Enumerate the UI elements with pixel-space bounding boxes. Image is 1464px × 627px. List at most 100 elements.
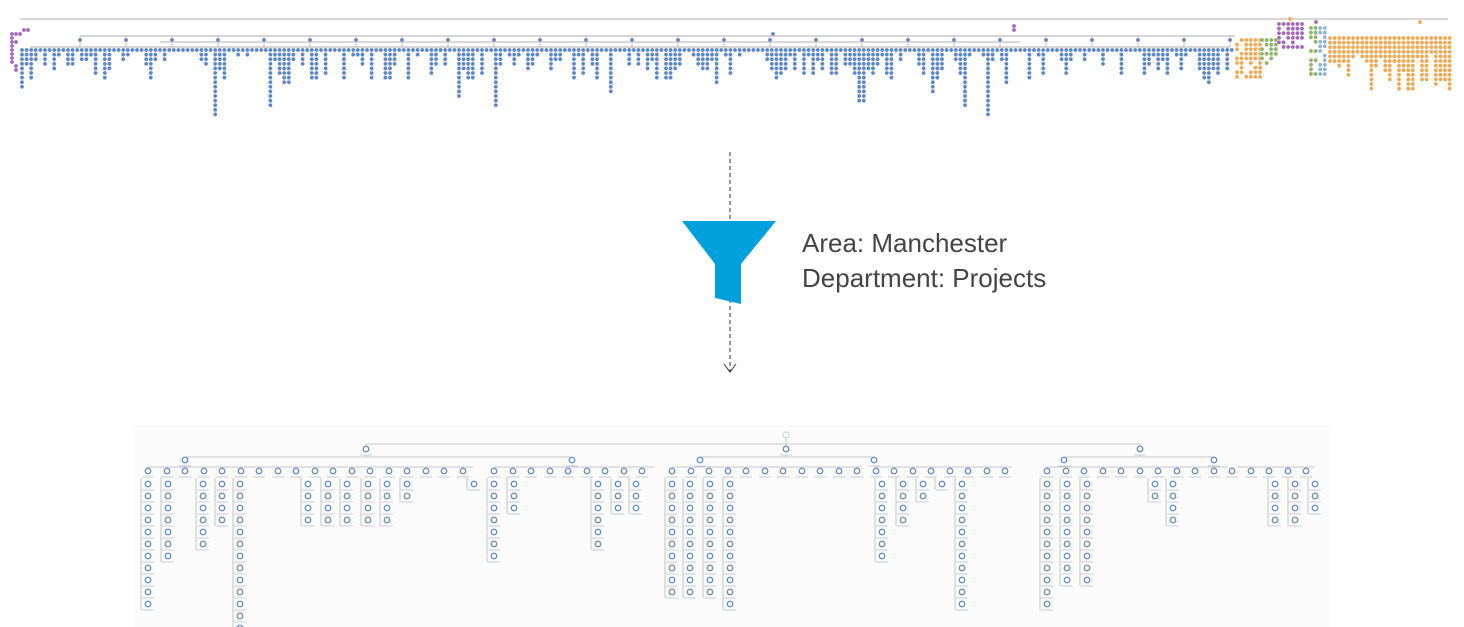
org-node — [272, 47, 278, 53]
org-node — [442, 47, 448, 53]
org-node — [387, 66, 393, 71]
org-node — [1043, 492, 1051, 500]
org-node — [1169, 47, 1175, 53]
org-node — [84, 47, 89, 53]
org-node — [1243, 42, 1249, 47]
org-node — [406, 56, 411, 62]
org-node — [1117, 467, 1125, 475]
org-node — [1355, 49, 1360, 55]
org-node — [1210, 456, 1218, 464]
org-node — [350, 52, 356, 57]
org-node — [1410, 67, 1416, 73]
org-node — [9, 51, 15, 57]
org-node — [1433, 67, 1439, 73]
org-node — [19, 79, 25, 85]
org-node — [470, 52, 476, 57]
org-node — [1073, 47, 1078, 53]
org-node — [1447, 35, 1452, 41]
org-node — [212, 93, 218, 99]
org-node — [705, 61, 710, 67]
org-node — [281, 56, 287, 62]
org-node — [645, 47, 650, 53]
org-node — [870, 70, 876, 76]
org-node — [511, 56, 517, 62]
org-node — [268, 47, 273, 53]
org-node — [1359, 54, 1365, 59]
org-node — [726, 480, 734, 488]
org-node — [1281, 21, 1286, 27]
org-node — [985, 61, 991, 67]
org-node — [268, 75, 273, 80]
org-node — [1068, 52, 1074, 57]
org-node — [1369, 49, 1374, 55]
org-node — [1447, 54, 1452, 59]
org-node — [465, 66, 471, 71]
org-node — [268, 66, 273, 71]
org-node — [890, 467, 898, 475]
org-node — [1290, 44, 1296, 50]
org-node — [672, 52, 678, 57]
org-node — [1211, 52, 1216, 57]
org-node — [721, 37, 727, 43]
org-node — [1063, 528, 1071, 536]
org-node — [1243, 74, 1249, 80]
org-node — [1317, 39, 1323, 45]
org-node — [1215, 61, 1221, 67]
org-node — [1433, 35, 1439, 41]
org-node — [1424, 58, 1429, 64]
org-node — [1083, 504, 1091, 512]
org-node — [1322, 53, 1328, 58]
org-node — [1224, 52, 1230, 57]
org-node — [1317, 48, 1323, 54]
org-node — [406, 47, 411, 53]
org-node — [456, 89, 462, 94]
org-node — [856, 93, 862, 99]
org-node — [1428, 49, 1434, 55]
org-node — [695, 47, 701, 53]
org-node — [668, 467, 676, 475]
org-node — [490, 516, 498, 524]
org-node — [1155, 61, 1161, 67]
org-node — [180, 47, 186, 53]
org-node — [61, 47, 66, 53]
org-node — [820, 56, 825, 62]
org-node — [636, 47, 641, 53]
org-node — [608, 75, 614, 80]
org-node — [1405, 49, 1411, 55]
org-node — [801, 56, 807, 62]
org-node — [236, 492, 244, 500]
org-node — [1155, 47, 1161, 53]
org-node — [590, 52, 595, 57]
org-node — [33, 52, 39, 57]
org-node — [976, 47, 982, 53]
org-node — [1405, 40, 1411, 45]
org-node — [553, 52, 558, 57]
org-node — [1276, 30, 1282, 36]
org-node — [1234, 42, 1240, 47]
org-node — [935, 66, 940, 71]
org-node — [1224, 47, 1230, 53]
org-node — [668, 492, 676, 500]
org-node — [373, 47, 379, 53]
org-node — [387, 70, 393, 76]
org-node — [927, 467, 935, 475]
org-node — [632, 504, 640, 512]
org-node — [1253, 69, 1258, 75]
org-node — [1183, 47, 1189, 53]
org-node — [281, 75, 287, 80]
full-org-chart — [9, 16, 1452, 117]
org-node — [1137, 47, 1143, 53]
org-node — [1378, 49, 1383, 55]
org-node — [1197, 66, 1202, 71]
org-node — [1313, 34, 1318, 40]
org-node — [820, 61, 825, 67]
org-node — [1373, 63, 1379, 68]
org-node — [1191, 467, 1199, 475]
org-node — [889, 61, 894, 67]
org-node — [300, 47, 305, 53]
org-node — [1160, 47, 1166, 53]
org-node — [1387, 67, 1393, 73]
org-node — [222, 75, 227, 80]
org-node — [360, 61, 365, 67]
org-node — [1142, 66, 1147, 71]
